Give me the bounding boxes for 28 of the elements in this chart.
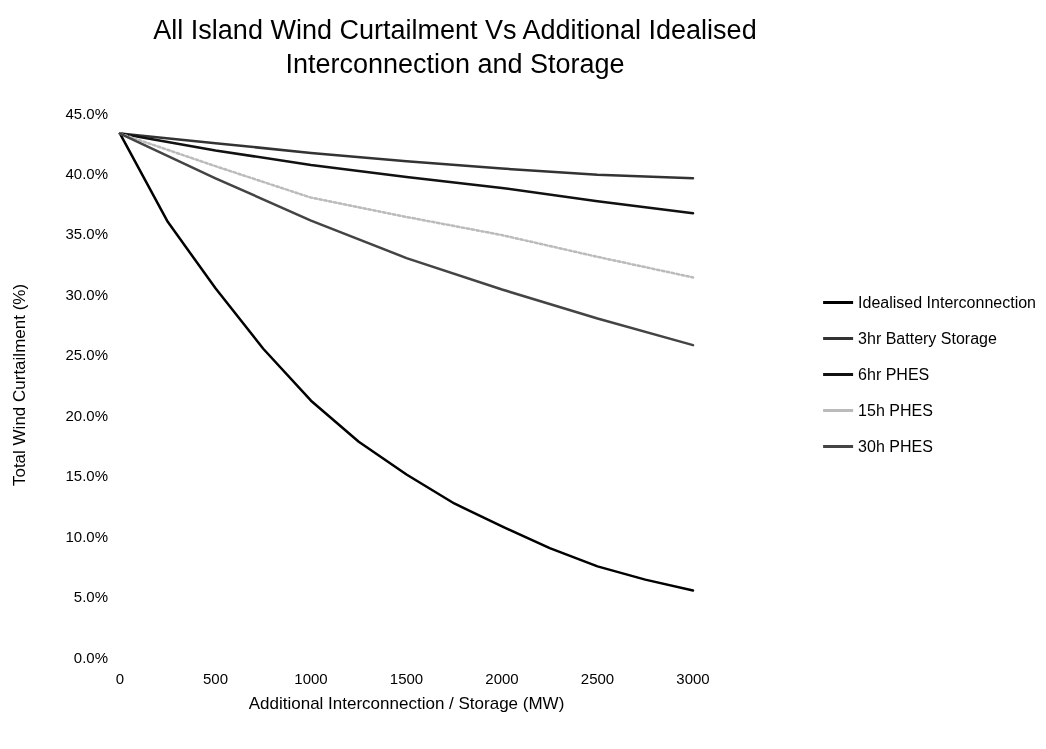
line-series	[118, 132, 695, 180]
x-tick-label: 1500	[389, 670, 424, 687]
legend-label: 15h PHES	[858, 402, 933, 419]
x-tick-label: 0	[115, 670, 125, 687]
x-tick-label: 2500	[580, 670, 615, 687]
y-axis-title: Total Wind Curtailment (%)	[10, 283, 29, 487]
y-tick-label: 35.0%	[65, 225, 108, 243]
line-series	[118, 132, 695, 347]
legend-label: 30h PHES	[858, 438, 933, 455]
y-tick-label: 10.0%	[65, 527, 108, 545]
chart-title: All Island Wind Curtailment Vs Additional Idealised Interconnection and Storage	[153, 15, 757, 79]
y-tick-label: 25.0%	[65, 346, 108, 364]
x-tick-label: 1000	[294, 670, 328, 687]
y-tick-label: 0.0%	[73, 648, 108, 666]
legend-label: Idealised Interconnection	[858, 294, 1037, 311]
y-tick-label: 5.0%	[73, 588, 108, 606]
y-tick-label: 30.0%	[65, 285, 108, 303]
legend-label: 3hr Battery Storage	[858, 330, 997, 347]
x-tick-label: 2000	[485, 670, 519, 687]
y-tick-label: 40.0%	[65, 164, 108, 182]
x-tick-label: 500	[202, 670, 229, 687]
x-tick-label: 3000	[676, 670, 710, 687]
y-tick-label: 45.0%	[65, 104, 108, 122]
y-tick-label: 20.0%	[65, 406, 108, 424]
line-series	[118, 132, 695, 592]
y-tick-label: 15.0%	[65, 467, 108, 485]
x-axis-title: Additional Interconnection / Storage (MW)	[248, 694, 565, 713]
legend-label: 6hr PHES	[858, 366, 930, 383]
